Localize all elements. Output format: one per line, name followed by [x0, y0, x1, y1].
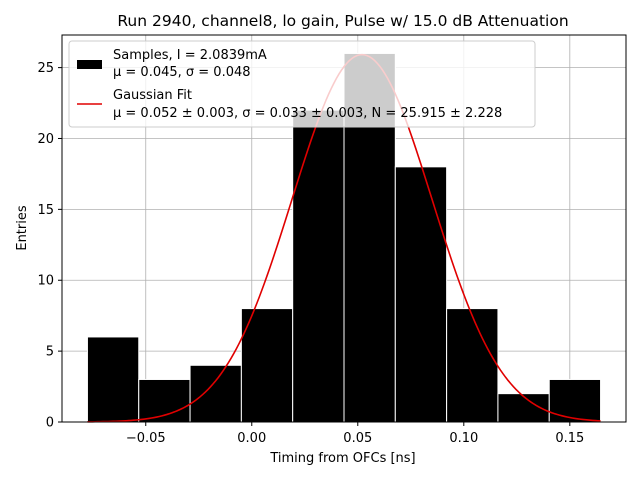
legend-fit-line1: Gaussian Fit: [113, 88, 192, 103]
plot-frame: [61, 34, 627, 423]
y-tick-label: 15: [37, 203, 54, 218]
histogram-bar: [240, 308, 294, 423]
legend-samples-line2: μ = 0.045, σ = 0.048: [113, 65, 251, 80]
histogram-bar: [189, 364, 242, 423]
x-tick-label: 0.15: [555, 431, 584, 446]
histogram-bar: [86, 336, 140, 423]
legend-swatch-samples: [77, 60, 102, 69]
histogram-bar: [292, 109, 345, 423]
y-tick-label: 10: [37, 274, 54, 289]
x-tick-label: 0.00: [237, 431, 266, 446]
histogram-bar: [446, 308, 499, 423]
y-tick-label: 25: [37, 61, 54, 76]
x-tick-label: 0.05: [343, 431, 372, 446]
legend-fit-line2: μ = 0.052 ± 0.003, σ = 0.033 ± 0.003, N …: [113, 106, 502, 121]
histogram-bars: [86, 52, 602, 423]
x-tick-label: 0.10: [449, 431, 478, 446]
y-tick-label: 5: [46, 345, 54, 360]
x-tick-label: −0.05: [126, 431, 166, 446]
axis-ticks: −0.05 0.00 0.05 0.10 0.15 0 5 10 15 20 25: [37, 61, 584, 446]
legend: Samples, I = 2.0839mA μ = 0.045, σ = 0.0…: [68, 40, 536, 128]
y-axis-label: Entries: [15, 205, 30, 251]
legend-samples-line1: Samples, I = 2.0839mA: [113, 48, 267, 63]
histogram-bar: [548, 378, 602, 423]
y-tick-label: 0: [46, 416, 54, 431]
histogram-bar: [394, 166, 448, 423]
x-axis-label: Timing from OFCs [ns]: [269, 451, 415, 466]
chart-title: Run 2940, channel8, lo gain, Pulse w/ 15…: [117, 12, 568, 30]
y-tick-label: 20: [37, 132, 54, 147]
legend-box: [68, 40, 536, 128]
